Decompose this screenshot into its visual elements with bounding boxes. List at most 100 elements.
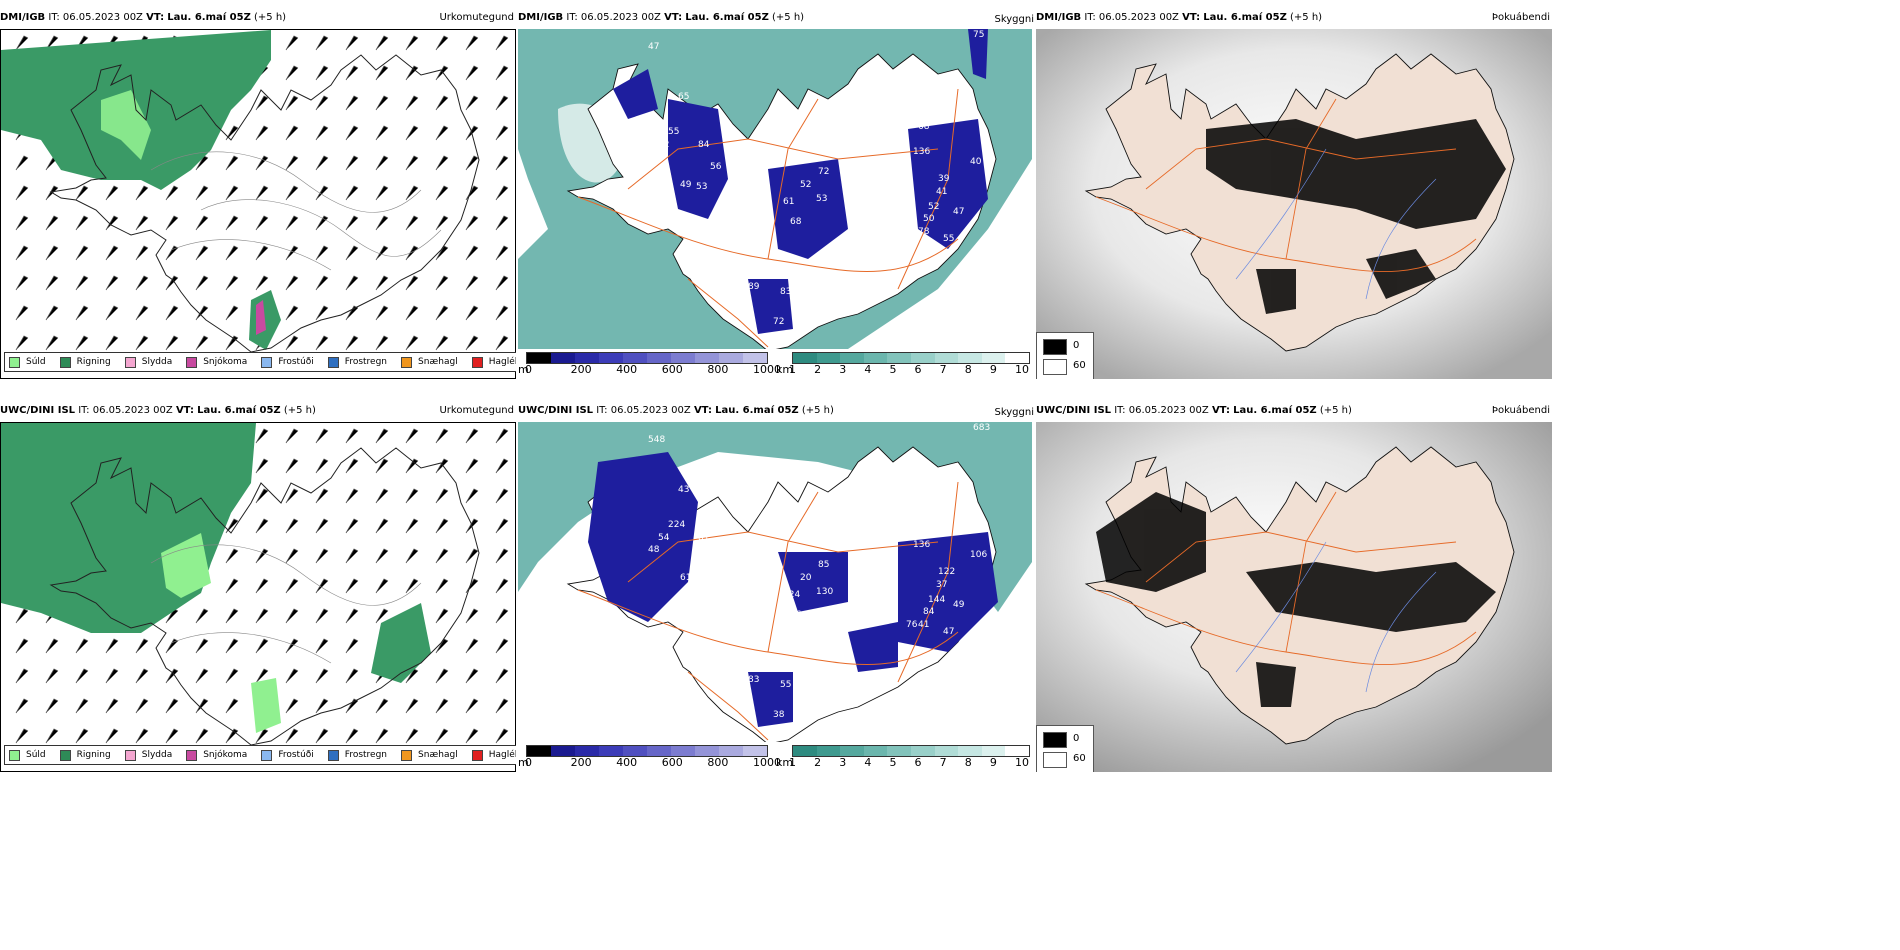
model-name: UWC/DINI ISL — [0, 405, 76, 416]
wind-barb — [375, 65, 389, 81]
wind-barb — [225, 155, 239, 171]
wind-barb — [495, 245, 509, 261]
visibility-value-label: 46 — [748, 633, 760, 643]
legend-item: Súld — [9, 749, 46, 761]
legend-swatch — [471, 749, 483, 761]
visibility-value-label: 84 — [698, 140, 710, 150]
vt-label: VT: — [664, 12, 683, 23]
fog-map[interactable] — [1036, 29, 1552, 379]
model-name: DMI/IGB — [1036, 12, 1082, 23]
wind-barb — [45, 728, 59, 744]
wind-barb — [345, 608, 359, 624]
wind-barb — [195, 335, 209, 351]
wind-barb — [225, 668, 239, 684]
visibility-colorbar-ramp — [792, 745, 1030, 757]
wind-barb — [255, 668, 269, 684]
legend-swatch — [124, 356, 136, 368]
precip-map[interactable] — [0, 29, 516, 379]
wind-barb — [315, 35, 329, 51]
precip-legend: Súld Rigning Slydda Snjókoma Frostúði Fr… — [4, 745, 516, 765]
legend-item: Snjókoma — [186, 749, 247, 761]
wind-barb — [45, 215, 59, 231]
visibility-map[interactable]: 75 47 65 55 62 54 84 49 53 56 64 68 136 40 72 52 53 61 39 4… — [518, 29, 1032, 349]
ceiling-colorbar: m 0 200 400 600 800 1000 — [518, 352, 781, 378]
wind-barb — [375, 728, 389, 744]
visibility-value-label: 208 — [748, 240, 765, 250]
colorbar-tick-label: 200 — [570, 363, 592, 376]
wind-barb — [105, 638, 119, 654]
it-value: 06.05.2023 00Z — [92, 405, 173, 416]
wind-barb — [15, 215, 29, 231]
visibility-value-label: 41 — [918, 620, 929, 630]
wind-barb — [465, 488, 479, 504]
precip-map[interactable] — [0, 422, 516, 772]
wind-barb — [225, 578, 239, 594]
colorbar-tick-label: 9 — [989, 756, 997, 769]
fog-dense-areas — [1096, 492, 1496, 707]
wind-barb — [45, 698, 59, 714]
wind-barb — [375, 95, 389, 111]
colorbar-segment — [695, 746, 719, 756]
visibility-value-label: 83 — [780, 287, 791, 297]
wind-barb — [435, 488, 449, 504]
visibility-value-label: 124 — [783, 590, 800, 600]
wind-barb — [255, 95, 269, 111]
wind-barb — [135, 668, 149, 684]
model-name: UWC/DINI ISL — [518, 405, 594, 416]
visibility-value-label: 64 — [798, 715, 810, 725]
fog-legend: 0 60 — [1036, 332, 1094, 379]
wind-barb — [495, 305, 509, 321]
precip-legend: Súld Rigning Slydda Snjókoma Frostúði Fr… — [4, 352, 516, 372]
model-name: DMI/IGB — [518, 12, 564, 23]
fog-map[interactable] — [1036, 422, 1552, 772]
wind-barb — [495, 608, 509, 624]
fog-legend-swatch-dense — [1043, 339, 1067, 355]
wind-barb — [495, 548, 509, 564]
wind-barb — [495, 458, 509, 474]
lead-time: (+5 h) — [801, 405, 834, 416]
colorbar-segment — [910, 353, 935, 363]
visibility-value-label: 53 — [696, 182, 707, 192]
wind-barb — [195, 698, 209, 714]
colorbar-segment — [958, 746, 982, 756]
wind-barb — [255, 638, 269, 654]
lead-time: (+5 h) — [1319, 405, 1352, 416]
wind-barb — [195, 215, 209, 231]
wind-barb — [195, 638, 209, 654]
wind-barb — [465, 458, 479, 474]
it-label: IT: — [48, 12, 60, 23]
wind-barb — [75, 698, 89, 714]
wind-barb — [375, 458, 389, 474]
wind-barb — [465, 608, 479, 624]
precip-map-svg — [1, 30, 515, 378]
legend-item: Frostregn — [327, 356, 387, 368]
wind-barb — [225, 518, 239, 534]
wind-barb — [15, 335, 29, 351]
wind-barb — [345, 155, 359, 171]
visibility-map[interactable]: 683 548 43 224 54 48 81 61 60 75 65 13 136 106 85 20 130… — [518, 422, 1032, 742]
it-label: IT: — [1084, 12, 1096, 23]
wind-barb — [495, 125, 509, 141]
panel-header: UWC/DINI ISL IT: 06.05.2023 00Z VT: Lau.… — [0, 405, 516, 419]
legend-item: Slydda — [124, 749, 172, 761]
visibility-value-label: 55 — [668, 127, 679, 137]
wind-barb — [105, 668, 119, 684]
vt-label: VT: — [1182, 12, 1201, 23]
wind-barb — [45, 245, 59, 261]
colorbar-segment — [647, 746, 671, 756]
lead-time: (+5 h) — [254, 12, 287, 23]
wind-barb — [315, 275, 329, 291]
model-name: DMI/IGB — [0, 12, 46, 23]
wind-barb — [165, 275, 179, 291]
it-value: 06.05.2023 00Z — [610, 405, 691, 416]
it-value: 06.05.2023 00Z — [62, 12, 143, 23]
colorbar-segment — [719, 353, 743, 363]
wind-barb — [225, 215, 239, 231]
wind-barb — [375, 335, 389, 351]
wind-barb — [405, 125, 419, 141]
colorbar-tick-label: 3 — [839, 756, 847, 769]
colorbar-tick-label: 2 — [814, 363, 822, 376]
colorbar-segment — [863, 746, 888, 756]
it-value: 06.05.2023 00Z — [1098, 12, 1179, 23]
